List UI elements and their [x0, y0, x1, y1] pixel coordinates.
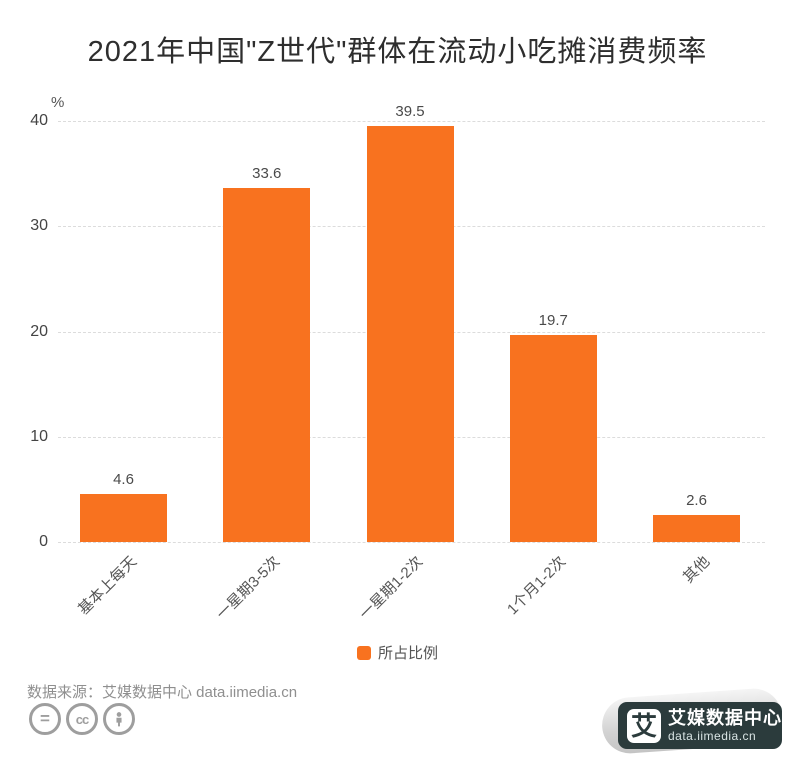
iimedia-mark-icon: 艾 — [627, 708, 661, 743]
equals-icon: = — [29, 703, 61, 735]
bar — [653, 514, 740, 542]
creative-commons-icon: cc — [66, 703, 98, 735]
y-axis-unit-label: % — [51, 94, 65, 111]
bar — [509, 334, 597, 542]
bar — [223, 188, 311, 542]
data-source-text: 数据来源：艾媒数据中心 data.iimedia.cn — [27, 684, 298, 701]
bar — [366, 126, 454, 542]
legend: 所占比例 — [0, 642, 795, 663]
bar-value-label: 33.6 — [252, 165, 282, 183]
logo-domain: data.iimedia.cn — [668, 728, 757, 743]
bar-value-label: 19.7 — [538, 311, 568, 329]
y-tick-label: 10 — [30, 427, 48, 445]
y-tick-label: 40 — [30, 112, 48, 129]
bar-value-label: 2.6 — [686, 491, 707, 509]
y-tick-label: 30 — [30, 217, 48, 235]
chart-title: 2021年中国"Z世代"群体在流动小吃摊消费频率 — [87, 36, 708, 68]
y-tick-label: 20 — [30, 322, 48, 340]
iimedia-logo: 艾 艾媒数据中心 data.iimedia.cn — [598, 686, 790, 757]
logo-name: 艾媒数据中心 — [668, 707, 782, 728]
y-tick-label: 0 — [39, 533, 48, 550]
bar-value-label: 4.6 — [113, 470, 134, 488]
legend-swatch-icon — [356, 645, 371, 660]
bar-value-label: 39.5 — [395, 103, 425, 121]
gridline — [58, 542, 765, 543]
logo-badge: 艾 艾媒数据中心 data.iimedia.cn — [618, 702, 782, 749]
legend-label: 所占比例 — [377, 645, 438, 662]
attribution-person-icon — [103, 703, 135, 735]
bar — [80, 493, 167, 542]
gridline — [58, 121, 765, 122]
license-icons: = cc — [29, 703, 135, 735]
